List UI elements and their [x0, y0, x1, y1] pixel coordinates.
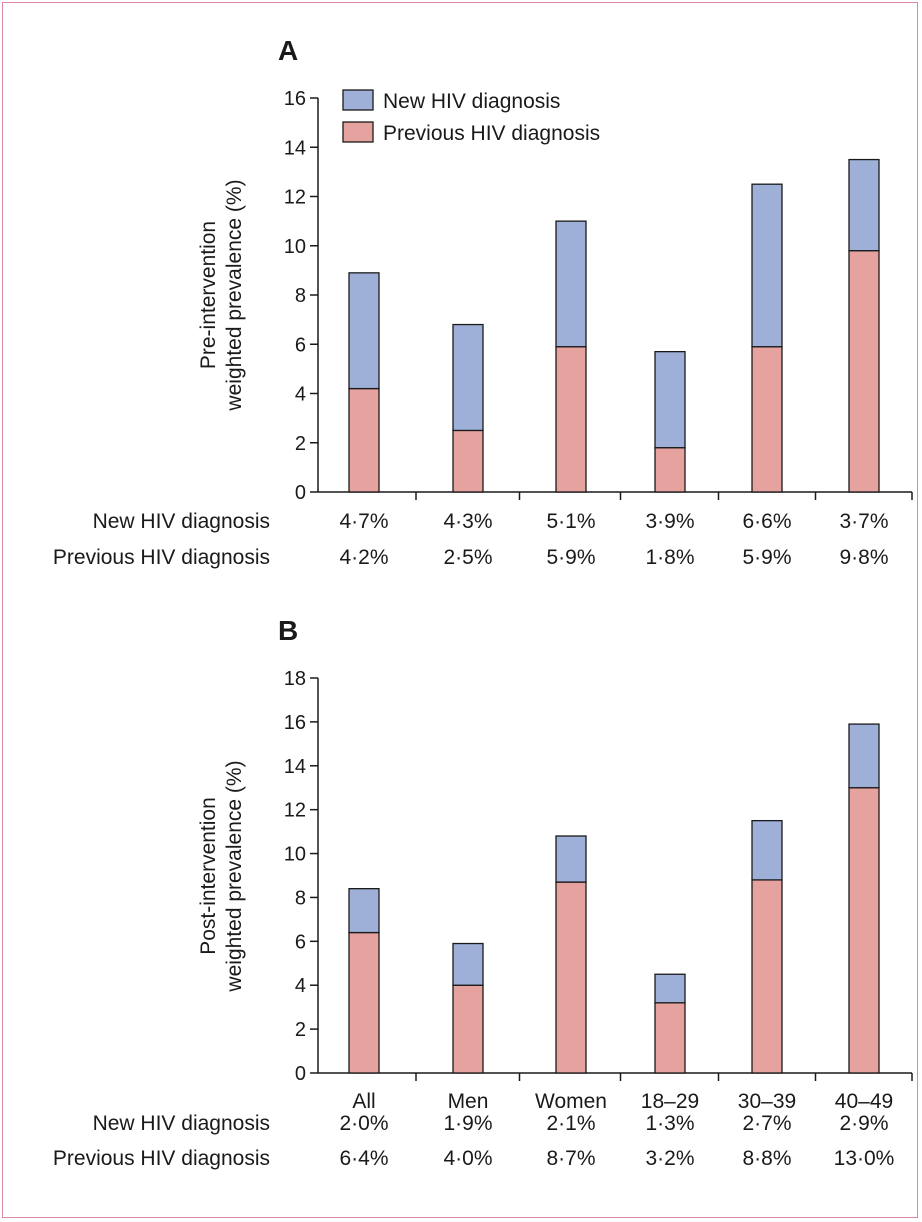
table-value: 8·7%: [546, 1147, 595, 1170]
y-axis-label-line: Pre-intervention: [197, 221, 220, 369]
legend-swatch: [342, 89, 374, 111]
y-tick-label: 8: [295, 285, 306, 307]
table-value: 3·7%: [839, 510, 888, 533]
panel-b: B Post-intervention weighted prevalence (%…: [53, 615, 913, 1170]
bar-previous-5: [848, 250, 880, 493]
y-tick-label: 0: [295, 482, 306, 504]
x-category-label: Women: [535, 1090, 607, 1113]
panel-label: A: [278, 35, 298, 66]
table-row-label: Previous HIV diagnosis: [53, 546, 270, 569]
bar-previous-1: [452, 429, 484, 493]
legend-entry-label: Previous HIV diagnosis: [383, 122, 600, 145]
table-value: 4·2%: [339, 546, 388, 569]
y-tick-label: 14: [284, 137, 306, 159]
bar-new-1: [452, 942, 484, 986]
x-category-label: Men: [448, 1090, 489, 1113]
x-category-label: 40–49: [835, 1090, 893, 1113]
bar-previous-2: [555, 346, 587, 493]
table-value: 2·9%: [839, 1112, 888, 1135]
y-tick-label: 8: [295, 887, 306, 909]
panel-label: B: [278, 615, 298, 646]
table-value: 4·7%: [339, 510, 388, 533]
bar-new-1: [452, 323, 484, 432]
table-value: 2·0%: [339, 1112, 388, 1135]
table-value: 5·1%: [546, 510, 595, 533]
panel-a: A Pre-intervention weighted prevalence (%)…: [53, 35, 913, 569]
table-value: 6·4%: [339, 1147, 388, 1170]
y-axis-label: Pre-intervention weighted prevalence (%): [197, 179, 246, 411]
bar-previous-1: [452, 984, 484, 1074]
table-value: 1·8%: [645, 546, 694, 569]
x-category-label: All: [352, 1090, 375, 1113]
table-value: 5·9%: [742, 546, 791, 569]
bar-new-4: [751, 819, 783, 881]
table-value: 8·8%: [742, 1147, 791, 1170]
table-value: 1·3%: [645, 1112, 694, 1135]
table-row-label: Previous HIV diagnosis: [53, 1147, 270, 1170]
table-value: 4·3%: [443, 510, 492, 533]
table-value: 1·9%: [443, 1112, 492, 1135]
x-category-label: 18–29: [641, 1090, 699, 1113]
table-value: 13·0%: [834, 1147, 895, 1170]
bar-new-2: [555, 835, 587, 883]
y-tick-label: 16: [284, 88, 306, 110]
bar-previous-2: [555, 881, 587, 1074]
bar-new-5: [848, 158, 880, 252]
table-value: 6·6%: [742, 510, 791, 533]
y-tick-label: 10: [284, 844, 306, 866]
bar-new-0: [348, 888, 380, 934]
y-tick-label: 14: [284, 756, 306, 778]
table-value: 9·8%: [839, 546, 888, 569]
bar-previous-4: [751, 346, 783, 493]
y-tick-label: 12: [284, 187, 306, 209]
bar-new-5: [848, 723, 880, 789]
y-tick-label: 4: [295, 384, 306, 406]
bar-previous-4: [751, 879, 783, 1074]
table-row-label: New HIV diagnosis: [93, 1112, 270, 1135]
y-tick-label: 16: [284, 712, 306, 734]
y-axis-label-line: Post-intervention: [197, 797, 220, 955]
y-axis-label-line: weighted prevalence (%): [223, 760, 246, 992]
y-axis-label-line: weighted prevalence (%): [223, 179, 246, 411]
bar-previous-0: [348, 931, 380, 1074]
x-category-label: 30–39: [738, 1090, 796, 1113]
y-tick-label: 0: [295, 1063, 306, 1085]
table-value: 5·9%: [546, 546, 595, 569]
bar-previous-5: [848, 787, 880, 1074]
y-tick-label: 6: [295, 931, 306, 953]
table-row-label: New HIV diagnosis: [93, 510, 270, 533]
bar-new-2: [555, 220, 587, 348]
y-axis-label: Post-intervention weighted prevalence (%): [197, 760, 246, 992]
table-value: 3·9%: [645, 510, 694, 533]
y-tick-label: 2: [295, 1019, 306, 1041]
table-value: 3·2%: [645, 1147, 694, 1170]
y-tick-label: 2: [295, 433, 306, 455]
bar-new-3: [654, 973, 686, 1004]
y-tick-label: 12: [284, 800, 306, 822]
table-value: 4·0%: [443, 1147, 492, 1170]
table-value: 2·1%: [546, 1112, 595, 1135]
bar-new-4: [751, 183, 783, 348]
bar-previous-3: [654, 447, 686, 493]
bar-new-3: [654, 350, 686, 449]
y-tick-label: 4: [295, 975, 306, 997]
table-value: 2·5%: [443, 546, 492, 569]
y-tick-label: 6: [295, 334, 306, 356]
bar-previous-3: [654, 1002, 686, 1074]
table-value: 2·7%: [742, 1112, 791, 1135]
y-tick-label: 18: [284, 668, 306, 690]
legend-entry-label: New HIV diagnosis: [383, 90, 560, 113]
legend-swatch: [342, 121, 374, 143]
bar-previous-0: [348, 387, 380, 493]
y-tick-label: 10: [284, 236, 306, 258]
bar-new-0: [348, 272, 380, 390]
